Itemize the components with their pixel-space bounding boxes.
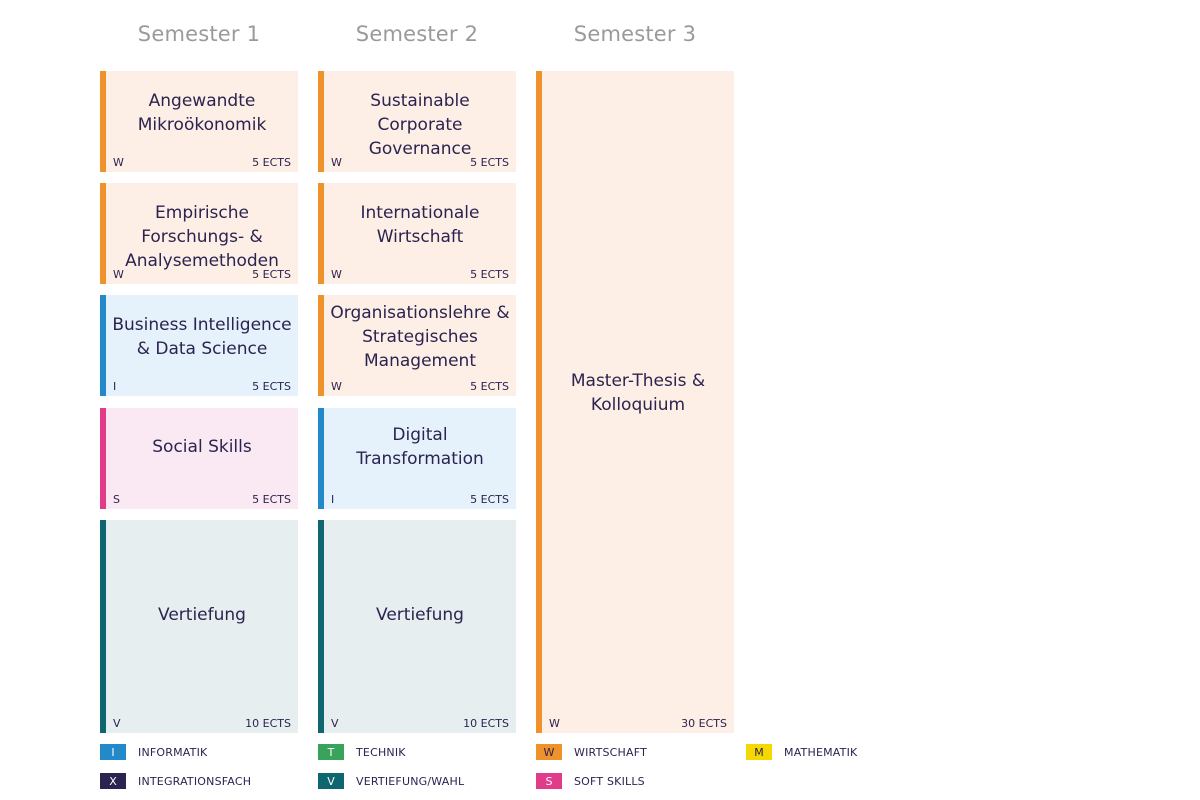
legend-label: SOFT SKILLS — [574, 774, 645, 788]
module-category-code: I — [331, 493, 335, 506]
module-social-skills: Social Skills S 5 ECTS — [100, 408, 298, 509]
legend-code-box: M — [746, 744, 772, 760]
module-ects: 5 ECTS — [470, 493, 509, 506]
module-category-code: W — [331, 156, 342, 169]
legend-code-box: S — [536, 773, 562, 789]
legend-code-box: V — [318, 773, 344, 789]
semester-3-header: Semester 3 — [573, 22, 697, 46]
module-title: Master-Thesis & Kolloquium — [570, 371, 706, 415]
legend-label: MATHEMATIK — [784, 745, 858, 759]
module-title: Empirische Forschungs- & Analysemethoden — [125, 203, 279, 271]
module-ects: 5 ECTS — [252, 493, 291, 506]
module-ects: 30 ECTS — [681, 717, 727, 730]
category-bar — [318, 295, 324, 396]
module-category-code: V — [331, 717, 339, 730]
semester-2-header: Semester 2 — [355, 22, 479, 46]
legend-mathematik: M MATHEMATIK — [746, 744, 857, 760]
module-sustainable-corporate-governance: Sustainable Corporate Governance W 5 ECT… — [318, 71, 516, 172]
module-ects: 5 ECTS — [252, 268, 291, 281]
module-ects: 10 ECTS — [245, 717, 291, 730]
category-bar — [100, 408, 106, 509]
module-title: Social Skills — [152, 436, 252, 457]
category-bar — [100, 71, 106, 172]
module-organisationslehre: Organisationslehre & Strategisches Manag… — [318, 295, 516, 396]
module-title: Internationale Wirtschaft — [360, 203, 480, 247]
category-bar — [100, 295, 106, 396]
legend-code-box: W — [536, 744, 562, 760]
module-category-code: I — [113, 380, 117, 393]
legend-soft-skills: S SOFT SKILLS — [536, 773, 645, 789]
legend-label: VERTIEFUNG/WAHL — [356, 774, 465, 788]
module-ects: 10 ECTS — [463, 717, 509, 730]
legend-label: WIRTSCHAFT — [574, 745, 647, 759]
module-ects: 5 ECTS — [470, 156, 509, 169]
module-category-code: S — [113, 493, 120, 506]
module-title: Business Intelligence & Data Science — [112, 315, 292, 359]
module-ects: 5 ECTS — [252, 380, 291, 393]
module-category-code: W — [331, 380, 342, 393]
legend-integrationsfach: X INTEGRATIONSFACH — [100, 773, 251, 789]
module-master-thesis: Master-Thesis & Kolloquium W 30 ECTS — [536, 71, 734, 733]
semester-1-header: Semester 1 — [137, 22, 261, 46]
legend-wirtschaft: W WIRTSCHAFT — [536, 744, 647, 760]
legend-code-box: X — [100, 773, 126, 789]
module-vertiefung-1: Vertiefung V 10 ECTS — [100, 520, 298, 733]
module-category-code: W — [331, 268, 342, 281]
legend-technik: T TECHNIK — [318, 744, 406, 760]
category-bar — [318, 183, 324, 284]
module-ects: 5 ECTS — [470, 380, 509, 393]
category-bar — [536, 71, 542, 733]
legend-informatik: I INFORMATIK — [100, 744, 207, 760]
legend-label: INFORMATIK — [138, 745, 208, 759]
module-angewandte-mikrooekonomik: Angewandte Mikroökonomik W 5 ECTS — [100, 71, 298, 172]
module-title: Organisationslehre & Strategisches Manag… — [330, 303, 510, 371]
module-category-code: V — [113, 717, 121, 730]
legend-label: INTEGRATIONSFACH — [138, 774, 252, 788]
category-bar — [318, 520, 324, 733]
legend-label: TECHNIK — [356, 745, 406, 759]
module-empirische-forschungsmethoden: Empirische Forschungs- & Analysemethoden… — [100, 183, 298, 284]
category-bar — [100, 520, 106, 733]
module-vertiefung-2: Vertiefung V 10 ECTS — [318, 520, 516, 733]
legend-code-box: T — [318, 744, 344, 760]
module-digital-transformation: Digital Transformation I 5 ECTS — [318, 408, 516, 509]
module-internationale-wirtschaft: Internationale Wirtschaft W 5 ECTS — [318, 183, 516, 284]
module-category-code: W — [113, 156, 124, 169]
category-bar — [318, 71, 324, 172]
module-title: Vertiefung — [158, 604, 246, 625]
module-title: Vertiefung — [376, 604, 464, 625]
module-ects: 5 ECTS — [252, 156, 291, 169]
module-business-intelligence: Business Intelligence & Data Science I 5… — [100, 295, 298, 396]
module-ects: 5 ECTS — [470, 268, 509, 281]
module-title: Angewandte Mikroökonomik — [137, 91, 267, 135]
module-title: Digital Transformation — [356, 424, 484, 469]
legend-vertiefung-wahl: V VERTIEFUNG/WAHL — [318, 773, 464, 789]
legend-code-box: I — [100, 744, 126, 760]
module-category-code: W — [549, 717, 560, 730]
module-category-code: W — [113, 268, 124, 281]
category-bar — [318, 408, 324, 509]
module-title: Sustainable Corporate Governance — [368, 91, 472, 159]
category-bar — [100, 183, 106, 284]
